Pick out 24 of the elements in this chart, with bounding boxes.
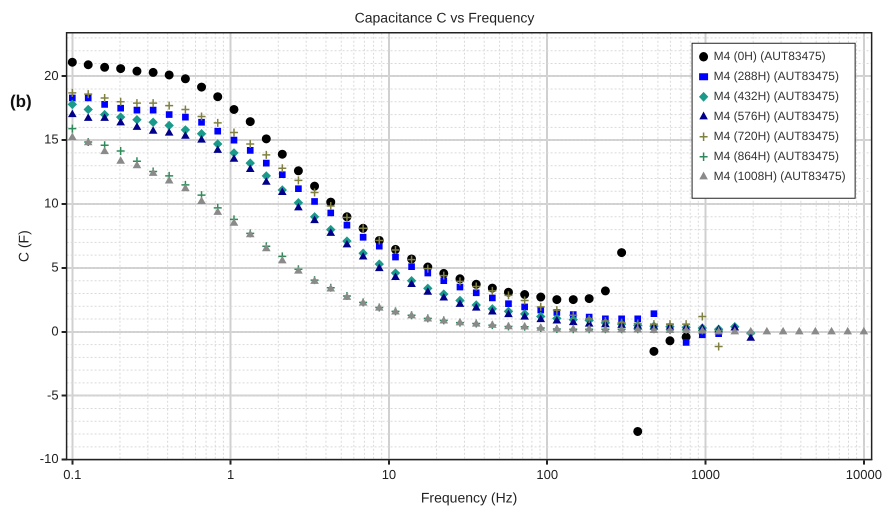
x-tick-label: 10000 <box>846 466 882 482</box>
legend-label: M4 (576H) (AUT83475) <box>714 109 839 124</box>
x-tick-label: 0.1 <box>63 466 82 482</box>
legend-label: M4 (1008H) (AUT83475) <box>714 169 846 184</box>
x-tick-label: 10 <box>382 466 396 482</box>
chart-title: Capacitance C vs Frequency <box>354 9 534 26</box>
text: (b) <box>10 92 32 112</box>
y-tick-label: -5 <box>47 387 59 402</box>
y-tick-label: 20 <box>44 68 59 83</box>
legend-label: M4 (0H) (AUT83475) <box>714 49 826 64</box>
legend-label: M4 (288H) (AUT83475) <box>714 69 839 84</box>
y-tick-label: 10 <box>44 196 59 211</box>
x-axis-title: Frequency (Hz) <box>420 489 518 506</box>
x-tick-label: 1000 <box>691 466 720 482</box>
legend-label: M4 (720H) (AUT83475) <box>714 129 839 144</box>
x-tick-label: 1 <box>227 466 234 482</box>
y-tick-label: 15 <box>44 132 59 147</box>
y-tick-label: 0 <box>51 323 59 338</box>
y-tick-label: 5 <box>51 260 59 274</box>
legend-label: M4 (432H) (AUT83475) <box>714 89 839 104</box>
x-tick-label: 100 <box>536 466 558 482</box>
y-axis-title: C (F) <box>15 230 32 262</box>
legend-label: M4 (864H) (AUT83475) <box>714 149 839 164</box>
y-tick-label: -10 <box>40 451 59 466</box>
